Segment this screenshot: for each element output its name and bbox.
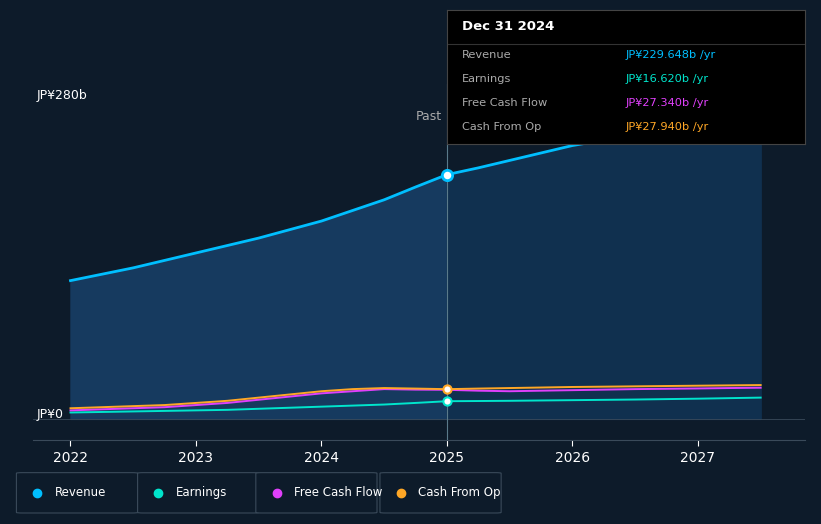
Text: Dec 31 2024: Dec 31 2024: [461, 20, 554, 33]
FancyBboxPatch shape: [138, 473, 259, 513]
Text: Earnings: Earnings: [461, 74, 511, 84]
Text: JP¥27.340b /yr: JP¥27.340b /yr: [626, 97, 709, 107]
Point: [440, 170, 453, 179]
Text: Cash From Op: Cash From Op: [419, 486, 501, 499]
FancyBboxPatch shape: [380, 473, 501, 513]
Text: JP¥16.620b /yr: JP¥16.620b /yr: [626, 74, 709, 84]
FancyBboxPatch shape: [16, 473, 138, 513]
Text: Free Cash Flow: Free Cash Flow: [461, 97, 547, 107]
FancyBboxPatch shape: [256, 473, 377, 513]
Text: JP¥229.648b /yr: JP¥229.648b /yr: [626, 50, 716, 60]
Text: Analysts Forecasts: Analysts Forecasts: [452, 111, 568, 124]
Text: Free Cash Flow: Free Cash Flow: [294, 486, 383, 499]
Text: Earnings: Earnings: [176, 486, 227, 499]
Point: [440, 397, 453, 406]
Text: JP¥27.940b /yr: JP¥27.940b /yr: [626, 122, 709, 132]
Text: JP¥0: JP¥0: [37, 408, 64, 421]
Text: Revenue: Revenue: [461, 50, 511, 60]
Text: JP¥280b: JP¥280b: [37, 89, 88, 102]
Text: Past: Past: [415, 111, 442, 124]
Text: Cash From Op: Cash From Op: [461, 122, 541, 132]
Point: [440, 385, 453, 394]
Text: Revenue: Revenue: [55, 486, 106, 499]
